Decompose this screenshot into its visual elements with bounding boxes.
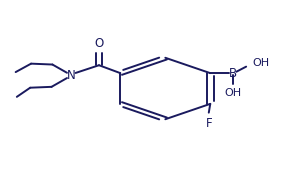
Text: OH: OH [224,88,241,98]
Text: N: N [66,69,75,82]
Text: B: B [229,67,237,80]
Text: F: F [205,117,212,130]
Text: O: O [94,37,104,50]
Text: OH: OH [253,58,270,68]
